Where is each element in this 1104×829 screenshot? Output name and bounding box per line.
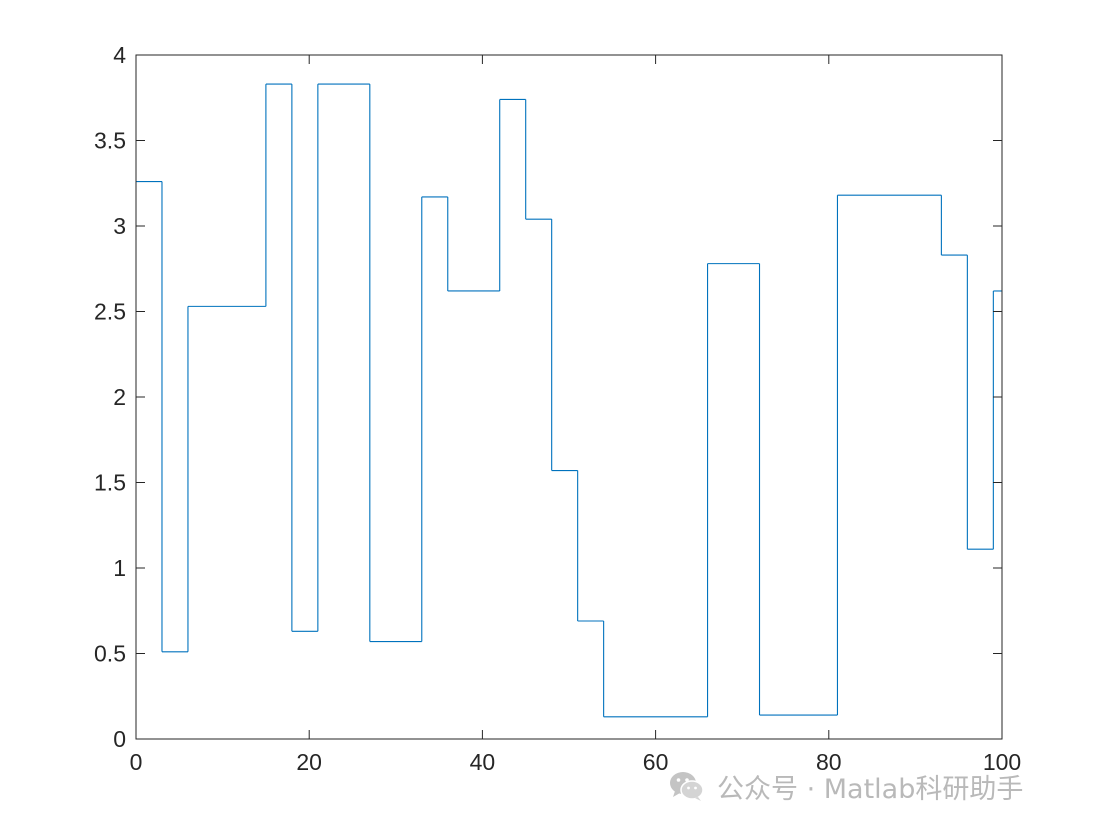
y-tick-label: 1.5 [94,470,126,496]
watermark-text: 公众号 · Matlab科研助手 [717,773,1024,805]
x-tick-label: 20 [296,749,322,775]
y-tick-label: 2.5 [94,299,126,325]
y-tick-label: 3.5 [94,128,126,154]
y-tick-label: 1 [113,555,126,581]
x-tick-label: 40 [470,749,496,775]
series-layer [136,83,1002,718]
x-tick-label: 100 [983,749,1021,775]
plot-area-frame [135,54,1003,740]
tick-label-layer: 0 20 40 60 80 100 0 0.5 1 1.5 2 2.5 3 3.5 4 [94,42,1021,775]
y-tick-label: 2 [113,384,126,410]
y-tick-label: 0.5 [94,641,126,667]
watermark: 公众号 · Matlab科研助手 [667,766,1023,806]
x-tick-label: 0 [130,749,143,775]
plot-area-background [136,55,1002,739]
x-tick-label: 80 [816,749,842,775]
series-line [136,83,1002,718]
y-tick-label: 4 [113,42,126,68]
x-tick-label: 60 [643,749,669,775]
y-tick-label: 3 [113,213,126,239]
wechat-icon [670,772,704,801]
y-tick-label: 0 [113,726,126,752]
